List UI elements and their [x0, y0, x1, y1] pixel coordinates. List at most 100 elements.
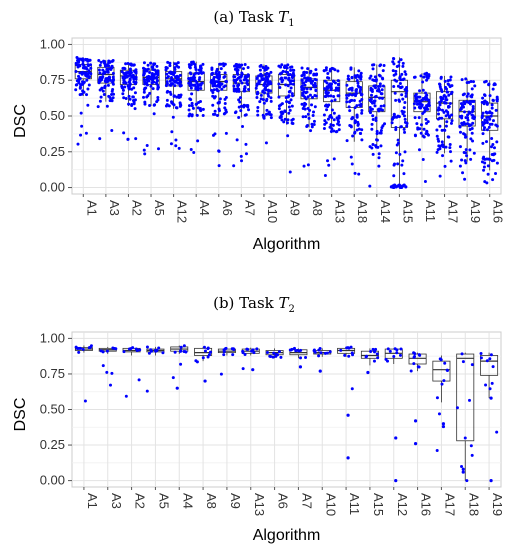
data-point — [192, 78, 196, 82]
data-point — [164, 65, 168, 69]
data-point — [380, 88, 384, 92]
data-point — [150, 73, 154, 77]
data-point — [110, 93, 114, 97]
data-point — [287, 100, 291, 104]
data-point — [190, 83, 194, 87]
data-point — [126, 62, 130, 66]
x-tick-label: A17 — [442, 493, 457, 516]
data-point — [482, 128, 486, 132]
data-point — [300, 102, 304, 106]
data-point — [439, 88, 443, 92]
data-point — [166, 60, 170, 64]
data-point — [359, 85, 363, 89]
data-point — [473, 84, 477, 88]
data-point — [372, 359, 376, 363]
x-tick-label: A3 — [107, 200, 122, 216]
data-point — [349, 345, 353, 349]
data-point — [335, 129, 339, 133]
data-point — [283, 64, 287, 68]
data-point — [239, 79, 243, 83]
data-point — [440, 143, 444, 147]
data-point — [110, 128, 114, 132]
data-point — [176, 78, 180, 82]
data-point — [468, 102, 472, 106]
data-point — [464, 77, 468, 81]
data-point — [110, 64, 114, 68]
data-point — [224, 79, 228, 83]
data-point — [445, 369, 449, 373]
box-iqr — [456, 353, 475, 442]
data-point — [182, 344, 186, 348]
data-point — [182, 349, 186, 353]
data-point — [312, 73, 316, 77]
data-point — [78, 93, 82, 97]
data-point — [419, 131, 423, 135]
data-point — [243, 353, 247, 357]
data-point — [355, 104, 359, 108]
y-tick-labels-b: 0.00 0.25 0.50 0.75 1.00 — [40, 330, 72, 488]
data-point — [240, 81, 244, 85]
data-point — [359, 102, 363, 106]
data-point — [145, 345, 149, 349]
x-tick-label: A7 — [299, 493, 314, 509]
data-point — [326, 71, 330, 75]
data-point — [495, 124, 499, 128]
data-point — [435, 448, 439, 452]
data-point — [167, 104, 171, 108]
data-point — [232, 164, 236, 168]
data-point — [235, 138, 239, 142]
data-point — [481, 141, 485, 145]
data-point — [423, 179, 427, 183]
data-point — [74, 88, 78, 92]
data-point — [178, 84, 182, 88]
x-tick-label: A19 — [468, 200, 483, 223]
x-tick-label: A13 — [333, 200, 348, 223]
data-point — [418, 89, 422, 93]
data-point — [291, 82, 295, 86]
data-point — [99, 95, 103, 99]
data-point — [196, 139, 200, 143]
data-point — [147, 351, 151, 355]
data-point — [491, 365, 495, 369]
data-point — [398, 75, 402, 79]
data-point — [145, 143, 149, 147]
x-axis-label-b: Algorithm — [253, 527, 321, 544]
data-point — [380, 76, 384, 80]
data-point — [347, 354, 351, 358]
data-point — [124, 62, 128, 66]
data-point — [232, 87, 236, 91]
data-point — [392, 355, 396, 359]
data-point — [356, 120, 360, 124]
x-tick-labels-b: A1 A3 A2 A5 A4 A8 A9 A13 A6 A7 A10 A11 A15 A12 A16 A17 A… — [83, 487, 505, 516]
data-point — [211, 71, 215, 75]
data-point — [142, 148, 146, 152]
data-point — [390, 121, 394, 125]
data-point — [421, 158, 425, 162]
data-point — [206, 355, 210, 359]
data-point — [377, 164, 381, 168]
data-point — [479, 352, 483, 356]
data-point — [86, 103, 90, 107]
x-tick-label: A5 — [152, 200, 167, 216]
data-point — [102, 59, 106, 63]
data-point — [417, 102, 421, 106]
data-point — [173, 80, 177, 84]
data-point — [309, 129, 313, 133]
data-point — [206, 347, 210, 351]
data-point — [312, 122, 316, 126]
data-point — [106, 83, 110, 87]
data-point — [322, 127, 326, 131]
data-point — [222, 349, 226, 353]
data-point — [190, 114, 194, 118]
data-point — [376, 84, 380, 88]
data-point — [463, 110, 467, 114]
data-point — [173, 70, 177, 74]
data-point — [148, 91, 152, 95]
y-axis-label-b: DSC — [12, 398, 29, 432]
data-point — [212, 88, 216, 92]
data-point — [165, 98, 169, 102]
data-point — [413, 442, 418, 446]
data-point — [246, 83, 250, 87]
data-point — [379, 128, 383, 132]
data-point — [236, 84, 240, 88]
